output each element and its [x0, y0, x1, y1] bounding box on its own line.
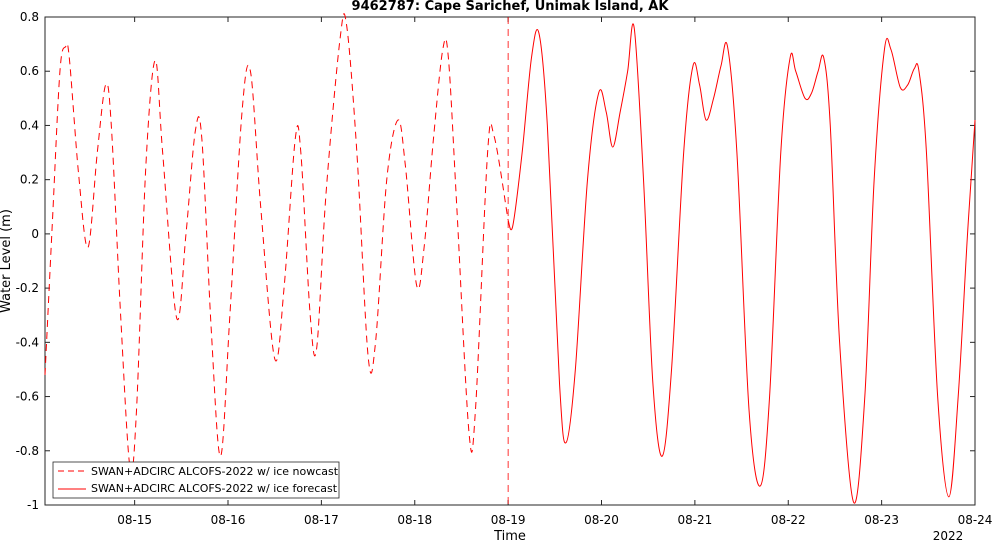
y-tick-label: -0.8 — [16, 444, 39, 458]
x-tick-label: 08-21 — [677, 513, 712, 527]
x-tick-label: 08-18 — [397, 513, 432, 527]
y-tick-label: 0.4 — [20, 118, 39, 132]
axis-ticks: 08-15 08-16 08-17 08-18 08-19 08-20 08-21 08-22… — [16, 10, 992, 527]
y-axis-label: Water Level (m) — [0, 209, 14, 313]
x-tick-label: 08-15 — [117, 513, 152, 527]
chart-title: 9462787: Cape Sarichef, Unimak Island, A… — [352, 0, 670, 14]
x-tick-label: 08-20 — [584, 513, 619, 527]
legend-forecast-label: SWAN+ADCIRC ALCOFS-2022 w/ ice forecast — [91, 482, 338, 495]
y-tick-label: 0 — [31, 227, 39, 241]
x-axis-label: Time — [493, 529, 526, 541]
x-tick-label: 08-22 — [771, 513, 806, 527]
x-tick-label: 08-23 — [864, 513, 899, 527]
x-tick-label: 08-16 — [211, 513, 246, 527]
forecast-series-line — [507, 23, 976, 504]
x-tick-label: 08-17 — [304, 513, 339, 527]
plot-area — [44, 16, 976, 506]
y-tick-label: 0.2 — [20, 173, 39, 187]
x-axis-year-label: 2022 — [933, 529, 964, 541]
x-tick-label: 08-24 — [958, 513, 992, 527]
x-tick-label: 08-19 — [491, 513, 526, 527]
legend-nowcast-label: SWAN+ADCIRC ALCOFS-2022 w/ ice nowcast — [91, 465, 339, 478]
y-tick-label: -0.6 — [16, 390, 39, 404]
legend: SWAN+ADCIRC ALCOFS-2022 w/ ice nowcast S… — [52, 461, 340, 499]
y-tick-label: -0.2 — [16, 281, 39, 295]
y-tick-label: 0.8 — [20, 10, 39, 24]
y-tick-label: -1 — [27, 498, 39, 512]
y-tick-label: -0.4 — [16, 335, 39, 349]
series-group — [44, 13, 976, 505]
y-tick-label: 0.6 — [20, 64, 39, 78]
legend-box — [52, 461, 340, 499]
